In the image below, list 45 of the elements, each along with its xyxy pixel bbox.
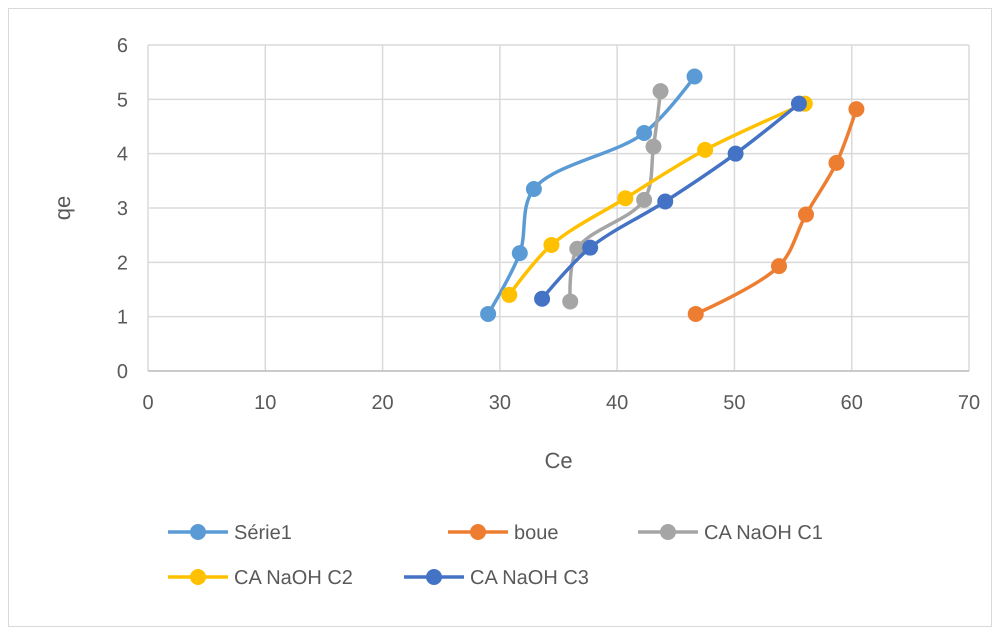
y-tick-label: 0 (116, 361, 128, 383)
y-tick-label: 2 (116, 252, 128, 274)
point (728, 146, 744, 162)
point (562, 293, 578, 310)
y-tick-label: 6 (116, 35, 128, 57)
point (512, 245, 528, 262)
point (657, 193, 674, 210)
point (501, 286, 518, 303)
point (686, 68, 703, 85)
point (636, 125, 652, 142)
x-tick-label: 60 (840, 392, 863, 414)
point (770, 258, 787, 274)
point (543, 236, 560, 253)
legend-label: CA NaOH C2 (234, 567, 353, 589)
point (798, 206, 814, 223)
x-tick-label: 10 (254, 392, 276, 414)
point (790, 96, 807, 112)
point (526, 180, 542, 197)
legend-label: boue (514, 522, 558, 544)
point (688, 306, 704, 322)
point (534, 290, 550, 307)
y-tick-label: 1 (116, 306, 128, 329)
point (617, 190, 634, 206)
x-tick-label: 30 (488, 392, 511, 414)
y-tick-label: 3 (116, 198, 128, 220)
point (646, 138, 662, 155)
legend-label: CA NaOH C3 (470, 567, 589, 589)
point (480, 306, 496, 322)
point (636, 192, 652, 208)
legend-label: Série1 (234, 522, 292, 544)
legend-label: CA NaOH C1 (704, 522, 823, 544)
x-axis-title: Ce (544, 448, 573, 473)
x-tick-label: 70 (958, 392, 980, 414)
point (652, 83, 669, 100)
point (582, 240, 598, 256)
point (848, 101, 864, 118)
x-tick-label: 40 (606, 392, 628, 414)
y-tick-label: 5 (116, 89, 128, 112)
y-axis-title: qe (50, 196, 75, 220)
x-tick-label: 50 (723, 392, 746, 414)
x-tick-label: 0 (142, 392, 154, 414)
point (697, 142, 714, 158)
x-tick-label: 20 (371, 392, 394, 414)
y-tick-label: 4 (116, 144, 128, 166)
point (828, 154, 844, 171)
